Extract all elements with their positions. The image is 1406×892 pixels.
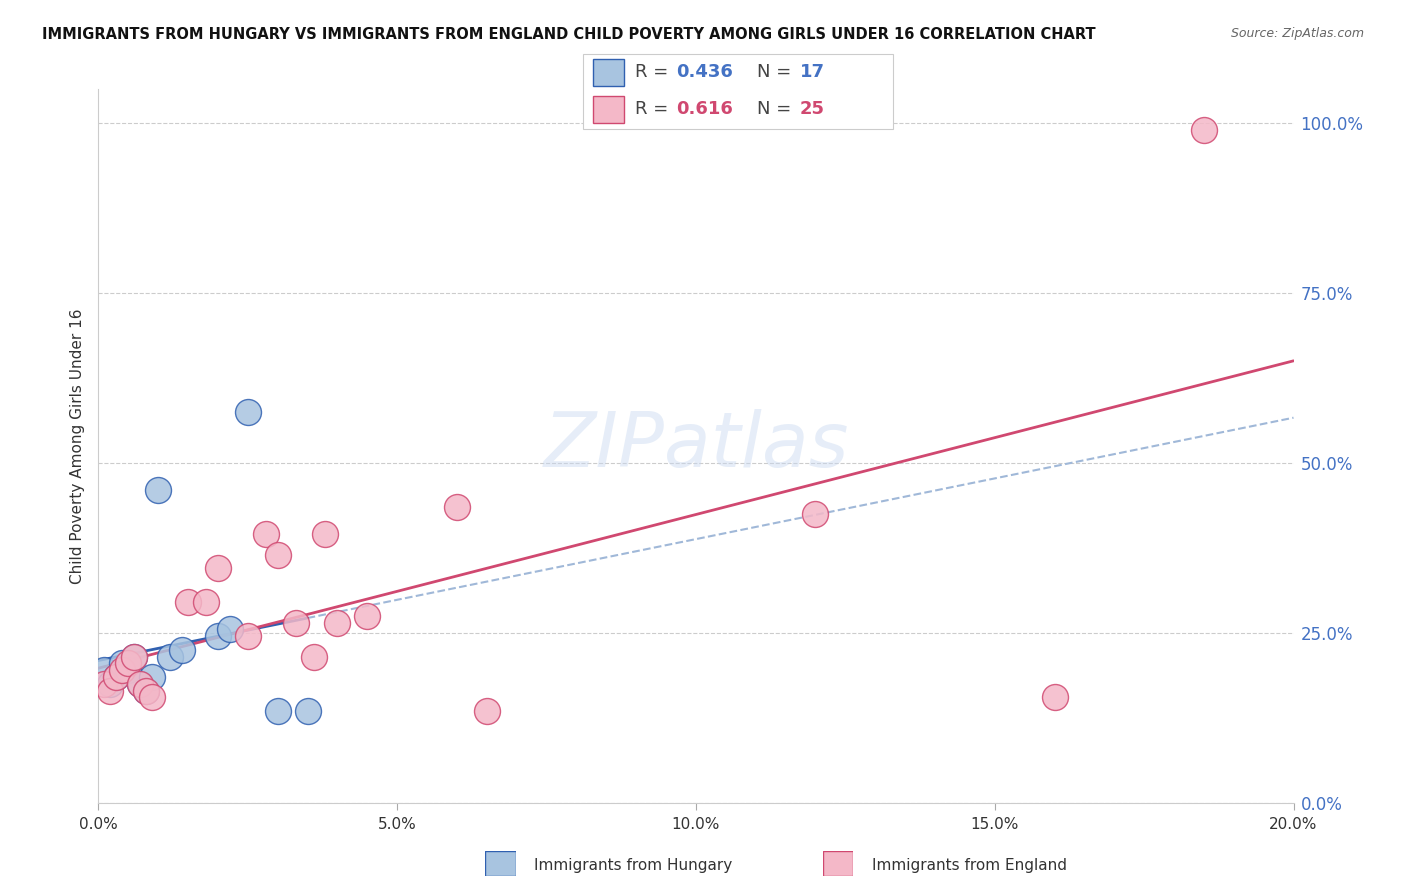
Point xyxy=(117,657,139,671)
Point xyxy=(297,704,319,718)
Point xyxy=(236,405,259,419)
Point xyxy=(129,677,152,691)
Point xyxy=(207,561,229,575)
Point xyxy=(446,500,468,515)
Point xyxy=(129,677,152,691)
Text: N =: N = xyxy=(756,62,797,80)
Point xyxy=(1043,690,1066,705)
Point xyxy=(326,615,349,630)
Point xyxy=(135,683,157,698)
Point xyxy=(475,704,498,718)
FancyBboxPatch shape xyxy=(593,59,624,87)
Point xyxy=(284,615,307,630)
Point xyxy=(124,649,146,664)
Point xyxy=(207,629,229,643)
Point xyxy=(141,670,163,684)
FancyBboxPatch shape xyxy=(583,54,893,129)
Point xyxy=(100,677,122,691)
Y-axis label: Child Poverty Among Girls Under 16: Child Poverty Among Girls Under 16 xyxy=(70,309,86,583)
Point xyxy=(124,649,146,664)
FancyBboxPatch shape xyxy=(823,851,853,876)
Point xyxy=(117,663,139,677)
Point xyxy=(302,649,325,664)
Point xyxy=(111,663,134,677)
Point xyxy=(105,670,128,684)
Point xyxy=(219,623,242,637)
Point xyxy=(267,704,290,718)
Text: 0.616: 0.616 xyxy=(676,100,733,118)
Point xyxy=(141,690,163,705)
Point xyxy=(100,683,122,698)
Point xyxy=(267,548,290,562)
Point xyxy=(236,629,259,643)
Point xyxy=(135,683,157,698)
Point xyxy=(195,595,218,609)
Point xyxy=(93,663,115,677)
Text: Immigrants from Hungary: Immigrants from Hungary xyxy=(534,858,733,872)
Text: IMMIGRANTS FROM HUNGARY VS IMMIGRANTS FROM ENGLAND CHILD POVERTY AMONG GIRLS UND: IMMIGRANTS FROM HUNGARY VS IMMIGRANTS FR… xyxy=(42,27,1095,42)
Point xyxy=(1192,123,1215,137)
Point xyxy=(148,483,170,498)
Text: Source: ZipAtlas.com: Source: ZipAtlas.com xyxy=(1230,27,1364,40)
Text: 25: 25 xyxy=(800,100,825,118)
Text: Immigrants from England: Immigrants from England xyxy=(872,858,1067,872)
Point xyxy=(172,643,194,657)
Point xyxy=(804,507,827,521)
FancyBboxPatch shape xyxy=(593,96,624,123)
Point xyxy=(356,608,378,623)
Point xyxy=(159,649,181,664)
Point xyxy=(177,595,200,609)
Point xyxy=(254,527,277,541)
Text: 17: 17 xyxy=(800,62,825,80)
Text: ZIPatlas: ZIPatlas xyxy=(543,409,849,483)
Text: N =: N = xyxy=(756,100,797,118)
Text: R =: R = xyxy=(634,62,673,80)
Point xyxy=(111,657,134,671)
FancyBboxPatch shape xyxy=(485,851,516,876)
Text: 0.436: 0.436 xyxy=(676,62,733,80)
Text: R =: R = xyxy=(634,100,673,118)
Point xyxy=(105,670,128,684)
Point xyxy=(315,527,337,541)
Point xyxy=(93,677,115,691)
